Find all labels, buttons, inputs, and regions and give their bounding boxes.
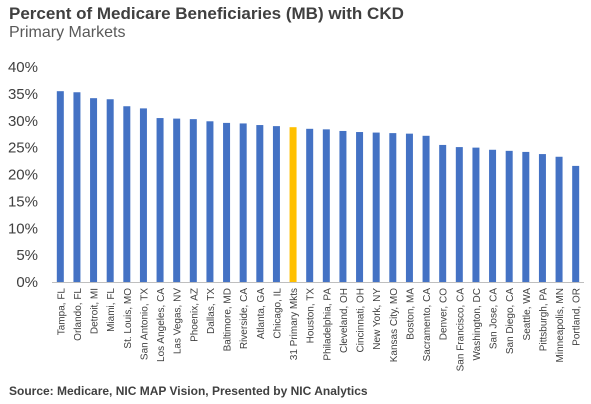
x-tick-label: New York, NY xyxy=(372,288,383,350)
x-tick-label: San Jose, CA xyxy=(489,288,500,349)
x-tick-label: Minneapolis, MN xyxy=(555,288,566,362)
y-tick-label: 30% xyxy=(8,113,38,130)
bar xyxy=(139,108,147,282)
x-tick-label: Las Vegas, NV xyxy=(173,288,184,354)
bar xyxy=(522,151,530,282)
x-tick-label: Chicago, IL xyxy=(272,288,283,339)
y-tick-label: 20% xyxy=(8,167,38,184)
y-tick-label: 0% xyxy=(16,274,38,291)
bar xyxy=(339,130,347,282)
x-tick-label: San Antonio, TX xyxy=(139,288,150,360)
x-tick-label: San Diego, CA xyxy=(505,288,516,354)
chart-title: Percent of Medicare Beneficiaries (MB) w… xyxy=(9,4,404,23)
chart-subtitle: Primary Markets xyxy=(9,24,126,41)
x-tick-label: Pittsburgh, PA xyxy=(538,288,549,352)
bar xyxy=(106,99,114,282)
x-tick-label: Los Angeles, CA xyxy=(156,288,167,362)
x-tick-label: Atlanta, GA xyxy=(256,288,267,339)
bar xyxy=(56,91,64,282)
x-tick-label: St. Louis, MO xyxy=(123,288,134,349)
bar xyxy=(322,129,330,282)
x-tick-label: Washington, DC xyxy=(472,288,483,360)
x-tick-label: Cincinnati, OH xyxy=(356,288,367,352)
bar xyxy=(123,106,131,282)
bar xyxy=(306,128,314,282)
bar xyxy=(239,123,247,282)
x-tick-label: Kansas City, MO xyxy=(389,288,400,362)
x-tick-label: Tampa, FL xyxy=(56,288,67,336)
x-tick-label: Cleveland, OH xyxy=(339,288,350,353)
bar xyxy=(73,92,81,282)
x-tick-label: Dallas, TX xyxy=(206,288,217,334)
bar xyxy=(356,132,364,282)
bar xyxy=(206,121,214,282)
bar xyxy=(289,127,297,282)
x-tick-label: Orlando, FL xyxy=(73,288,84,341)
bar xyxy=(372,132,380,282)
bar xyxy=(505,150,513,282)
bar xyxy=(405,133,413,282)
x-tick-label: San Francisco, CA xyxy=(455,288,466,372)
x-tick-label: Seattle, WA xyxy=(522,288,533,341)
y-tick-label: 40% xyxy=(8,59,38,76)
bar xyxy=(472,147,480,282)
x-tick-label: Detroit, MI xyxy=(90,288,101,334)
x-tick-label: Riverside, CA xyxy=(239,288,250,349)
x-tick-label: Philadelphia, PA xyxy=(322,288,333,361)
bar xyxy=(90,98,98,282)
x-tick-label: Miami, FL xyxy=(106,288,117,332)
bar xyxy=(173,118,181,282)
bar-chart: 0% 5% 10% 15% 20% 25% 30% 35% 40% Tampa, FL Orland… xyxy=(8,59,584,372)
y-tick-label: 25% xyxy=(8,140,38,157)
y-tick-label: 10% xyxy=(8,220,38,237)
x-tick-label: Sacramento, CA xyxy=(422,288,433,362)
bar xyxy=(422,135,430,282)
x-tick-label: 31 Primary Mkts xyxy=(289,288,300,360)
bar xyxy=(455,147,463,282)
bar xyxy=(223,122,231,283)
bar xyxy=(256,125,264,282)
y-tick-label: 15% xyxy=(8,193,38,210)
x-tick-label: Boston, MA xyxy=(405,288,416,340)
bar xyxy=(189,119,197,282)
bar xyxy=(555,156,563,282)
bar xyxy=(389,133,397,282)
x-tick-label: Denver, CO xyxy=(439,288,450,340)
y-tick-label: 35% xyxy=(8,86,38,103)
bar xyxy=(572,165,580,282)
bar xyxy=(156,118,164,282)
bar xyxy=(489,149,497,282)
bar xyxy=(439,144,447,282)
bar xyxy=(538,154,546,282)
x-tick-label: Houston, TX xyxy=(306,288,317,344)
source-note: Source: Medicare, NIC MAP Vision, Presen… xyxy=(9,384,368,398)
x-tick-label: Baltimore, MD xyxy=(223,288,234,351)
x-tick-label: Portland, OR xyxy=(572,288,583,346)
x-tick-label: Phoenix, AZ xyxy=(189,288,200,342)
y-tick-label: 5% xyxy=(16,247,38,264)
bar xyxy=(272,126,280,282)
